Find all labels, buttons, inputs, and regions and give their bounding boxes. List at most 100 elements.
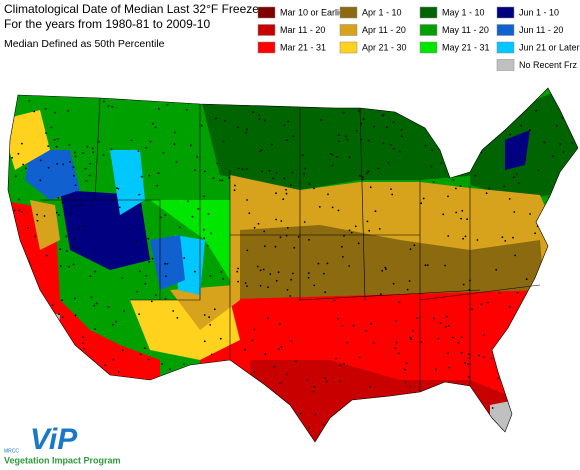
station-dot [90, 296, 93, 299]
station-dot [573, 98, 576, 100]
station-dot [568, 321, 571, 324]
station-dot [308, 238, 310, 241]
station-dot [185, 381, 188, 383]
station-dot [529, 129, 531, 132]
station-dot [373, 425, 376, 427]
station-dot [444, 264, 446, 267]
station-dot [261, 170, 263, 173]
station-dot [391, 193, 394, 196]
station-dot [342, 434, 345, 437]
station-dot [443, 117, 446, 119]
station-dot [566, 273, 568, 276]
station-dot [86, 357, 89, 360]
station-dot [548, 359, 551, 362]
station-dot [326, 262, 329, 265]
station-dot [561, 286, 564, 289]
station-dot [455, 416, 458, 419]
station-dot [555, 124, 558, 127]
station-dot [386, 88, 388, 90]
station-dot [383, 400, 386, 402]
freeze-zone [200, 95, 480, 190]
station-dot [65, 235, 67, 238]
station-dot [366, 172, 368, 175]
station-dot [61, 316, 64, 319]
station-dot [315, 106, 317, 108]
station-dot [372, 342, 375, 344]
station-dot [486, 120, 489, 123]
station-dot [503, 185, 506, 188]
station-dot [289, 295, 292, 297]
station-dot [281, 90, 284, 93]
station-dot [162, 152, 165, 154]
station-dot [337, 134, 340, 137]
station-dot [283, 409, 286, 412]
station-dot [16, 370, 19, 372]
station-dot [408, 280, 411, 282]
station-dot [554, 272, 556, 275]
station-dot [196, 156, 199, 158]
station-dot [53, 138, 56, 141]
station-dot [25, 167, 27, 170]
station-dot [323, 95, 325, 98]
station-dot [114, 433, 117, 436]
station-dot [325, 380, 328, 383]
station-dot [137, 150, 140, 153]
station-dot [501, 236, 504, 239]
station-dot [398, 301, 401, 304]
station-dot [40, 403, 43, 406]
station-dot [414, 117, 417, 119]
station-dot [485, 192, 488, 195]
station-dot [44, 108, 47, 110]
station-dot [272, 177, 274, 180]
station-dot [405, 362, 408, 365]
station-dot [512, 104, 515, 106]
station-dot [210, 353, 213, 356]
station-dot [440, 162, 443, 165]
map-title: Climatological Date of Median Last 32°F … [4, 2, 259, 16]
station-dot [237, 126, 239, 129]
station-dot [444, 325, 447, 328]
station-dot [370, 322, 372, 325]
station-dot [466, 363, 469, 366]
station-dot [559, 143, 562, 146]
station-dot [148, 174, 151, 177]
station-dot [39, 159, 42, 162]
station-dot [68, 265, 70, 268]
station-dot [47, 166, 50, 169]
station-dot [144, 282, 147, 285]
station-dot [558, 309, 561, 312]
station-dot [341, 325, 344, 327]
station-dot [195, 97, 198, 99]
station-dot [21, 211, 23, 213]
station-dot [377, 167, 380, 170]
station-dot [84, 167, 87, 170]
station-dot [107, 105, 110, 107]
station-dot [144, 428, 147, 431]
station-dot [460, 217, 462, 220]
station-dot [253, 226, 256, 229]
station-dot [82, 152, 85, 155]
station-dot [550, 403, 553, 406]
station-dot [251, 339, 254, 342]
station-dot [462, 237, 464, 240]
station-dot [302, 154, 304, 157]
station-dot [327, 193, 329, 196]
station-dot [28, 99, 31, 102]
station-dot [275, 279, 278, 282]
station-dot [129, 228, 132, 231]
station-dot [523, 335, 526, 338]
station-dot [95, 302, 98, 305]
station-dot [453, 160, 456, 163]
station-dot [509, 133, 511, 136]
station-dot [130, 139, 133, 142]
station-dot [432, 399, 435, 402]
freeze-zone [150, 200, 230, 280]
station-dot [468, 357, 471, 359]
station-dot [236, 270, 239, 273]
station-dot [412, 442, 414, 444]
legend-label: Apr 11 - 20 [362, 25, 406, 35]
station-dot [382, 113, 385, 116]
station-dot [203, 314, 206, 316]
station-dot [439, 322, 442, 324]
station-dot [316, 95, 319, 98]
